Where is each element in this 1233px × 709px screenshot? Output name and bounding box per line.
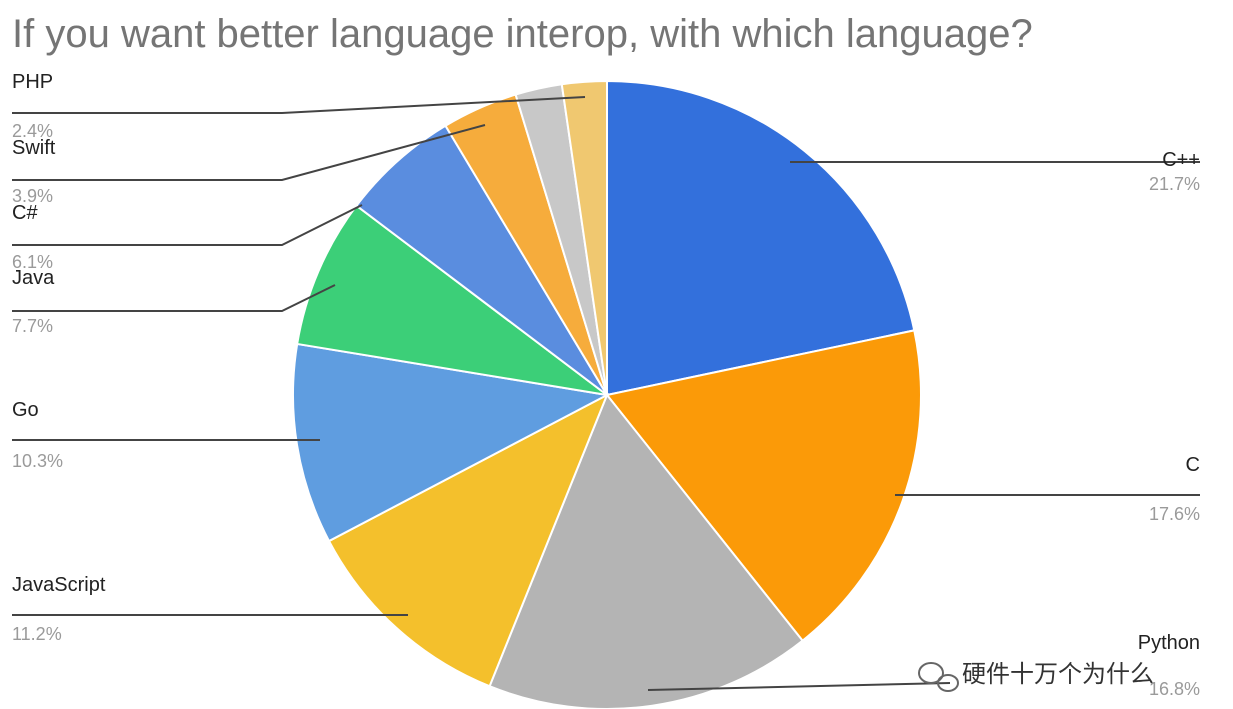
pie-slice-java <box>296 204 608 396</box>
pie-slice-go <box>292 342 611 543</box>
slice-value-c: 17.6% <box>1149 504 1200 524</box>
slice-label-swift: Swift <box>12 137 56 159</box>
watermark-text: 硬件十万个为什么 <box>962 661 1154 688</box>
pie-slice-python <box>488 393 804 709</box>
slice-label-java: Java <box>12 267 55 289</box>
slice-label-c: C <box>1186 454 1200 476</box>
slice-value-java: 7.7% <box>12 316 53 336</box>
wechat-icon <box>918 662 959 692</box>
pie-slice-cplusplus <box>606 79 916 397</box>
leader-line-java <box>12 284 336 312</box>
pie-slice-other <box>560 79 608 396</box>
slice-value-javascript: 11.2% <box>12 624 62 644</box>
leader-line-swift <box>12 124 486 181</box>
slice-label-cplusplus: C++ <box>1162 149 1200 171</box>
slice-label-python: Python <box>1138 632 1200 654</box>
watermark: 硬件十万个为什么 <box>918 661 1154 692</box>
slice-value-cplusplus: 21.7% <box>1149 174 1200 194</box>
slice-value-go: 10.3% <box>12 451 63 471</box>
leader-line-php <box>12 96 586 114</box>
slice-value-python: 16.8% <box>1149 679 1200 699</box>
pie-slices <box>292 79 922 709</box>
slice-label-csharp: C# <box>12 202 38 224</box>
pie-slice-csharp <box>355 124 608 396</box>
leader-lines <box>12 96 1200 691</box>
slice-label-javascript: JavaScript <box>12 574 106 596</box>
leader-line-csharp <box>12 204 363 246</box>
slice-labels: C++ 21.7% C 17.6% Python 16.8% JavaScript 11.2%… <box>12 71 1200 699</box>
slice-label-go: Go <box>12 399 39 421</box>
slice-value-csharp: 6.1% <box>12 252 53 272</box>
pie-slice-javascript <box>327 392 609 688</box>
slice-value-php: 2.4% <box>12 121 53 141</box>
leader-line-python <box>647 682 951 691</box>
pie-slice-c <box>605 329 922 643</box>
chart-title: If you want better language interop, wit… <box>12 12 1033 56</box>
slice-value-swift: 3.9% <box>12 186 53 206</box>
slice-label-php: PHP <box>12 71 53 93</box>
